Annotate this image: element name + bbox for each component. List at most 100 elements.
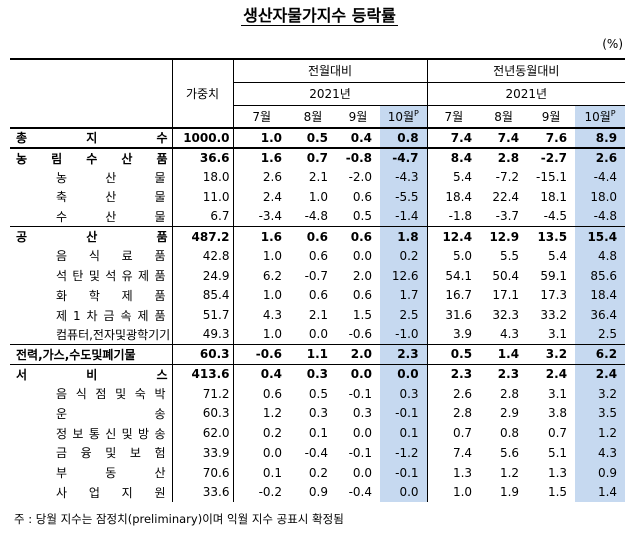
table-row: 농 산 물 18.0 2.6 2.1 -2.0 -4.3 5.4 -7.2 -15.1 -4.4 xyxy=(10,167,626,188)
value: -4.4 xyxy=(575,167,626,188)
value: 8.4 xyxy=(426,146,481,168)
value: 0.9 xyxy=(308,485,328,500)
item-name: 음 식 료 품 xyxy=(56,249,166,264)
value: 0.7 xyxy=(426,423,481,443)
table-row: 정 보 통 신 및 방 송 62.0 0.2 0.1 0.0 0.1 0.7 0.8 0.7 1.… xyxy=(10,423,626,443)
table-row: 석 탄 및 석 유 제 품 24.9 6.2 -0.7 2.0 12.6 54.1 50.4 5… xyxy=(10,265,626,286)
value: 0.1 xyxy=(308,426,328,441)
value: 3.2 xyxy=(575,383,626,404)
table-body: 총 지 수 1000.0 1.0 0.5 0.4 0.8 7.4 7.4 7.6 8.9 농 림 수… xyxy=(10,128,626,503)
weight: 487.2 xyxy=(171,225,233,247)
value: 1.1 xyxy=(290,344,336,365)
value: 1.0 xyxy=(232,128,290,148)
value: -3.4 xyxy=(232,206,290,227)
weight: 24.9 xyxy=(171,265,233,286)
item-name: 축 산 물 xyxy=(56,190,166,205)
table-row: 화 학 제 품 85.4 1.0 0.6 0.6 1.7 16.7 17.1 17.3 18.4 xyxy=(10,285,626,306)
value: 2.3 xyxy=(380,344,428,365)
value: -4.8 xyxy=(575,206,626,227)
value: 3.1 xyxy=(547,327,568,342)
value: 3.9 xyxy=(426,324,481,345)
value: -1.8 xyxy=(426,206,481,227)
value: 18.0 xyxy=(575,187,626,207)
item-name: 컴퓨터,전자및광학기기 xyxy=(56,327,171,342)
item-name: 부 동 산 xyxy=(56,466,166,481)
month-header: 10월P xyxy=(575,105,626,129)
weight: 33.9 xyxy=(171,443,233,463)
value: 0.5 xyxy=(352,209,372,224)
value: 12.9 xyxy=(480,225,528,247)
header-cell: 전년동월대비 xyxy=(426,58,626,83)
value: 50.4 xyxy=(492,268,520,283)
value: 31.6 xyxy=(426,305,481,325)
table-row: 금 융 및 보 험 33.9 0.0 -0.4 -0.1 -1.2 7.4 5.6 5.1 4.3 xyxy=(10,443,626,463)
table-row: 음 식 료 품 42.8 1.0 0.6 0.0 0.2 5.0 5.5 5.4 4.8 xyxy=(10,246,626,266)
value: -15.1 xyxy=(535,170,568,185)
weight: 51.7 xyxy=(171,305,233,325)
value: 36.4 xyxy=(575,305,626,325)
value: 0.0 xyxy=(352,426,372,441)
value: 5.4 xyxy=(426,167,481,188)
value: 1.0 xyxy=(232,246,290,266)
value: 0.6 xyxy=(308,248,328,263)
weight: 85.4 xyxy=(171,285,233,306)
value: 2.5 xyxy=(575,324,626,345)
value: 3.2 xyxy=(527,344,576,365)
header-cell: 2021년 xyxy=(232,82,428,106)
value: 2.4 xyxy=(575,363,626,384)
value: 1.6 xyxy=(232,225,290,247)
value: 7.6 xyxy=(545,130,568,145)
value: 4.8 xyxy=(575,246,626,266)
value: -3.7 xyxy=(495,209,520,224)
value: 1.4 xyxy=(480,344,528,365)
value: 0.5 xyxy=(308,386,328,401)
value: -7.2 xyxy=(495,170,520,185)
value: 2.3 xyxy=(480,363,528,384)
value: 1.0 xyxy=(308,189,328,204)
value: 1.2 xyxy=(575,423,626,443)
value: 2.6 xyxy=(232,167,290,188)
weight: 36.6 xyxy=(171,146,233,168)
header-row: 2021년 2021년 xyxy=(10,82,626,106)
value: 5.1 xyxy=(547,445,568,460)
month-header: 9월 xyxy=(527,105,576,129)
value: -4.7 xyxy=(380,146,428,168)
value: -2.7 xyxy=(527,146,576,168)
item-name: 제 1 차 금 속 제 품 xyxy=(56,308,166,323)
month-label: 8월 xyxy=(303,109,323,124)
value: 0.7 xyxy=(290,146,336,168)
value: 18.4 xyxy=(426,187,481,207)
value: 0.0 xyxy=(336,363,380,384)
unit: (%) xyxy=(602,37,623,51)
value: -4.3 xyxy=(380,167,428,188)
value: 1.6 xyxy=(232,146,290,168)
value: 2.4 xyxy=(232,187,290,207)
value: 85.6 xyxy=(575,265,626,286)
weight: 60.3 xyxy=(171,403,233,424)
value: -4.8 xyxy=(304,209,328,224)
value: -1.4 xyxy=(380,206,428,227)
value: 2.0 xyxy=(336,344,380,365)
value: 2.1 xyxy=(308,170,328,185)
weight: 33.6 xyxy=(171,482,233,503)
header-row: 7월 8월 9월 10월P 7월 8월 9월 10월P xyxy=(10,105,626,129)
value: 0.0 xyxy=(352,465,372,480)
weight: 42.8 xyxy=(171,246,233,266)
month-label: 7월 xyxy=(444,109,464,124)
header-cell xyxy=(10,58,172,129)
month-header: 10월P xyxy=(380,105,428,129)
value: 7.4 xyxy=(497,130,520,145)
value: 2.8 xyxy=(499,386,520,401)
item-name: 사 업 지 원 xyxy=(56,485,166,500)
value: 0.2 xyxy=(380,246,428,266)
value: 0.0 xyxy=(232,443,290,463)
value: 54.1 xyxy=(426,265,481,286)
month-label: 10월 xyxy=(387,109,415,124)
item-name: 화 학 제 품 xyxy=(56,288,166,303)
table-row: 전력,가스,수도및폐기물 60.3 -0.6 1.1 2.0 2.3 0.5 1.4 3.2 6.… xyxy=(10,344,626,365)
value: 2.4 xyxy=(527,363,576,384)
prelim-mark: P xyxy=(610,108,616,118)
item-name: 석 탄 및 석 유 제 품 xyxy=(56,269,166,284)
weight: 71.2 xyxy=(171,383,233,404)
